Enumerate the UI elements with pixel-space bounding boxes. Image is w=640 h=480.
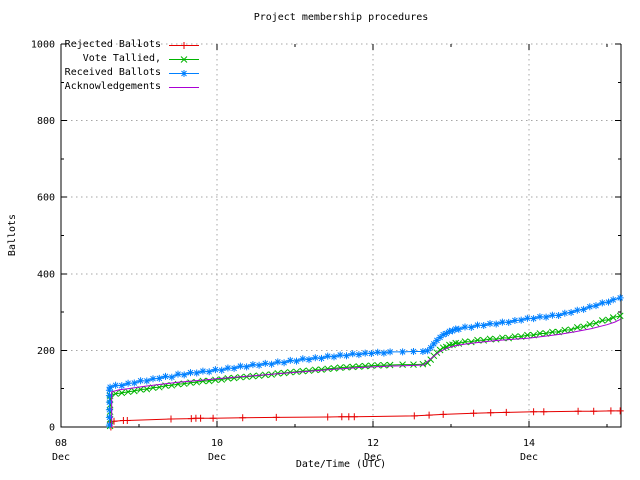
y-tick-label: 200 bbox=[37, 346, 55, 357]
legend-item-vote-tallied: Vote Tallied, bbox=[64, 52, 200, 66]
x-tick-label-day: 08 bbox=[55, 438, 67, 449]
y-tick-label: 600 bbox=[37, 193, 55, 204]
x-tick-label-month: Dec bbox=[364, 452, 382, 463]
x-tick-label-day: 14 bbox=[523, 438, 535, 449]
x-tick-label-day: 10 bbox=[211, 438, 223, 449]
legend-label: Rejected Ballots bbox=[64, 39, 161, 50]
legend: Rejected Ballots Vote Tallied, Received … bbox=[64, 38, 200, 94]
legend-label: Acknowledgements bbox=[64, 81, 161, 92]
star-marker-sample-icon bbox=[169, 69, 199, 77]
y-tick-label: 1000 bbox=[31, 40, 55, 51]
series-markers-2 bbox=[105, 294, 624, 429]
x-tick-label-day: 12 bbox=[367, 438, 379, 449]
x-axis-title: Date/Time (UTC) bbox=[295, 459, 387, 470]
y-tick-label: 800 bbox=[37, 116, 55, 127]
y-tick-label: 400 bbox=[37, 269, 55, 280]
chart-title: Project membership procedures bbox=[253, 12, 429, 23]
x-tick-label-month: Dec bbox=[208, 452, 226, 463]
plus-marker-sample-icon bbox=[169, 41, 199, 49]
cross-marker-sample-icon bbox=[169, 55, 199, 63]
x-tick-label-month: Dec bbox=[52, 452, 70, 463]
x-tick-label-month: Dec bbox=[520, 452, 538, 463]
legend-item-rejected-ballots: Rejected Ballots bbox=[64, 38, 200, 52]
y-tick-label: 0 bbox=[49, 423, 55, 434]
series-line-3 bbox=[111, 318, 621, 427]
legend-item-acknowledgements: Acknowledgements bbox=[64, 80, 200, 94]
line-sample-icon bbox=[169, 86, 199, 88]
legend-item-received-ballots: Received Ballots bbox=[64, 66, 200, 80]
legend-label: Vote Tallied, bbox=[82, 53, 161, 64]
y-axis-title: Ballots bbox=[7, 213, 18, 257]
legend-label: Received Ballots bbox=[64, 67, 161, 78]
